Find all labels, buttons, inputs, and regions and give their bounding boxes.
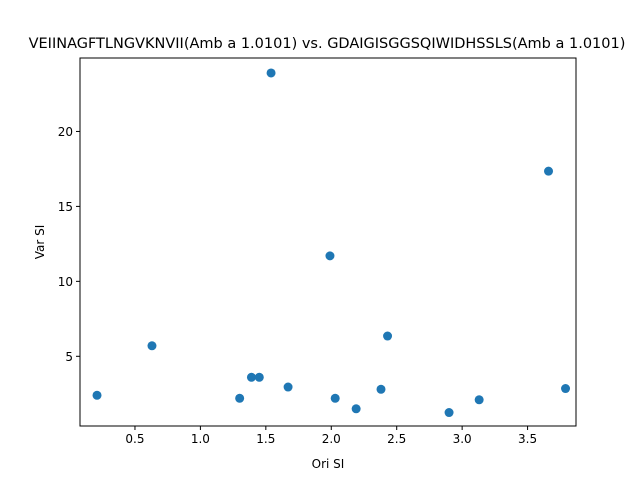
data-point bbox=[92, 390, 102, 400]
data-point bbox=[351, 404, 361, 414]
data-point bbox=[283, 382, 293, 392]
data-point bbox=[544, 166, 554, 176]
data-point bbox=[235, 393, 245, 403]
y-tick-label: 5 bbox=[65, 350, 73, 364]
data-point bbox=[561, 384, 571, 394]
data-point bbox=[330, 393, 340, 403]
data-points bbox=[92, 68, 571, 418]
data-point bbox=[444, 408, 454, 418]
x-tick-label: 1.5 bbox=[256, 432, 275, 446]
x-tick-label: 3.0 bbox=[453, 432, 472, 446]
data-point bbox=[376, 384, 386, 394]
chart-title: VEIINAGFTLNGVKNVII(Amb a 1.0101) vs. GDA… bbox=[29, 36, 626, 52]
plot-area-frame bbox=[79, 57, 577, 427]
data-point bbox=[474, 395, 484, 405]
x-axis-label: Ori SI bbox=[312, 457, 345, 471]
y-axis-label: Var SI bbox=[33, 225, 47, 260]
x-tick-label: 1.0 bbox=[191, 432, 210, 446]
data-point bbox=[325, 251, 335, 261]
x-tick-label: 0.5 bbox=[125, 432, 144, 446]
x-axis: 0.5 1.0 1.5 2.0 2.5 3.0 3.5 bbox=[125, 426, 537, 446]
data-point bbox=[254, 372, 264, 382]
data-point bbox=[383, 331, 393, 341]
y-axis: 5 10 15 20 bbox=[58, 125, 80, 364]
data-point bbox=[266, 68, 276, 78]
x-tick-label: 3.5 bbox=[518, 432, 537, 446]
data-point bbox=[147, 341, 157, 351]
x-tick-label: 2.0 bbox=[322, 432, 341, 446]
y-tick-label: 15 bbox=[58, 200, 73, 214]
y-tick-label: 20 bbox=[58, 125, 73, 139]
x-tick-label: 2.5 bbox=[387, 432, 406, 446]
data-point bbox=[246, 372, 256, 382]
y-tick-label: 10 bbox=[58, 275, 73, 289]
